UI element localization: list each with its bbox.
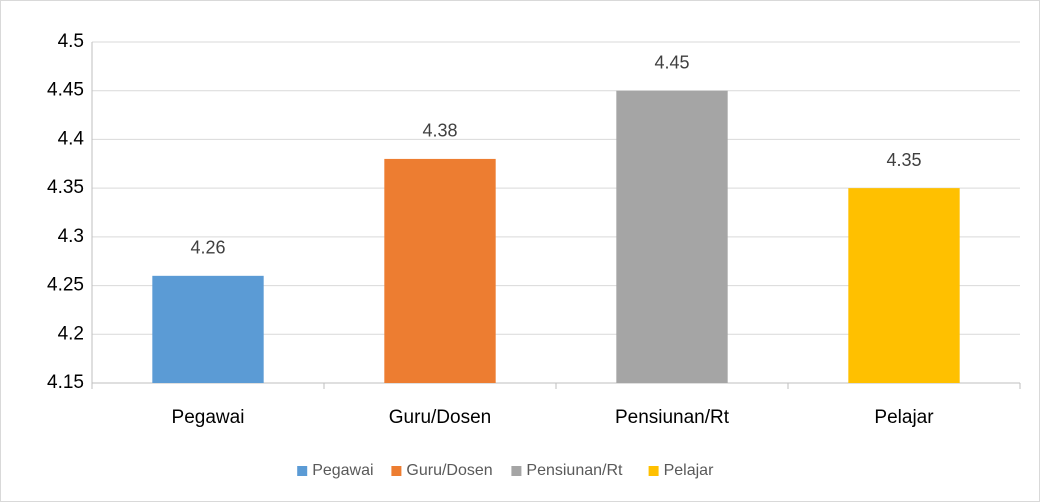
legend-swatch (391, 466, 402, 476)
legend-swatch (648, 466, 659, 476)
y-tick-label: 4.5 (58, 31, 84, 52)
x-tick-label: Pelajar (874, 407, 934, 428)
y-tick-label: 4.2 (58, 323, 84, 344)
y-tick-label: 4.45 (47, 80, 84, 101)
legend-swatch (297, 466, 308, 476)
bar (152, 275, 264, 383)
bar (848, 188, 960, 383)
legend-label: Guru/Dosen (406, 462, 492, 479)
y-tick-label: 4.4 (58, 128, 85, 149)
bar (616, 90, 728, 383)
bar (384, 158, 496, 383)
x-tick-label: Guru/Dosen (389, 407, 491, 428)
data-label: 4.45 (654, 52, 689, 72)
y-tick-label: 4.3 (58, 226, 84, 247)
y-tick-label: 4.35 (47, 177, 84, 198)
legend-swatch (511, 466, 522, 476)
x-tick-label: Pensiunan/Rt (615, 407, 730, 428)
data-label: 4.26 (190, 238, 225, 258)
legend-label: Pegawai (312, 462, 373, 479)
legend-label: Pensiunan/Rt (526, 462, 623, 479)
data-label: 4.35 (886, 150, 921, 170)
data-label: 4.38 (422, 121, 457, 141)
x-tick-label: Pegawai (172, 407, 245, 428)
y-tick-label: 4.15 (47, 372, 84, 393)
y-tick-label: 4.25 (47, 275, 84, 296)
legend-label: Pelajar (664, 462, 714, 479)
